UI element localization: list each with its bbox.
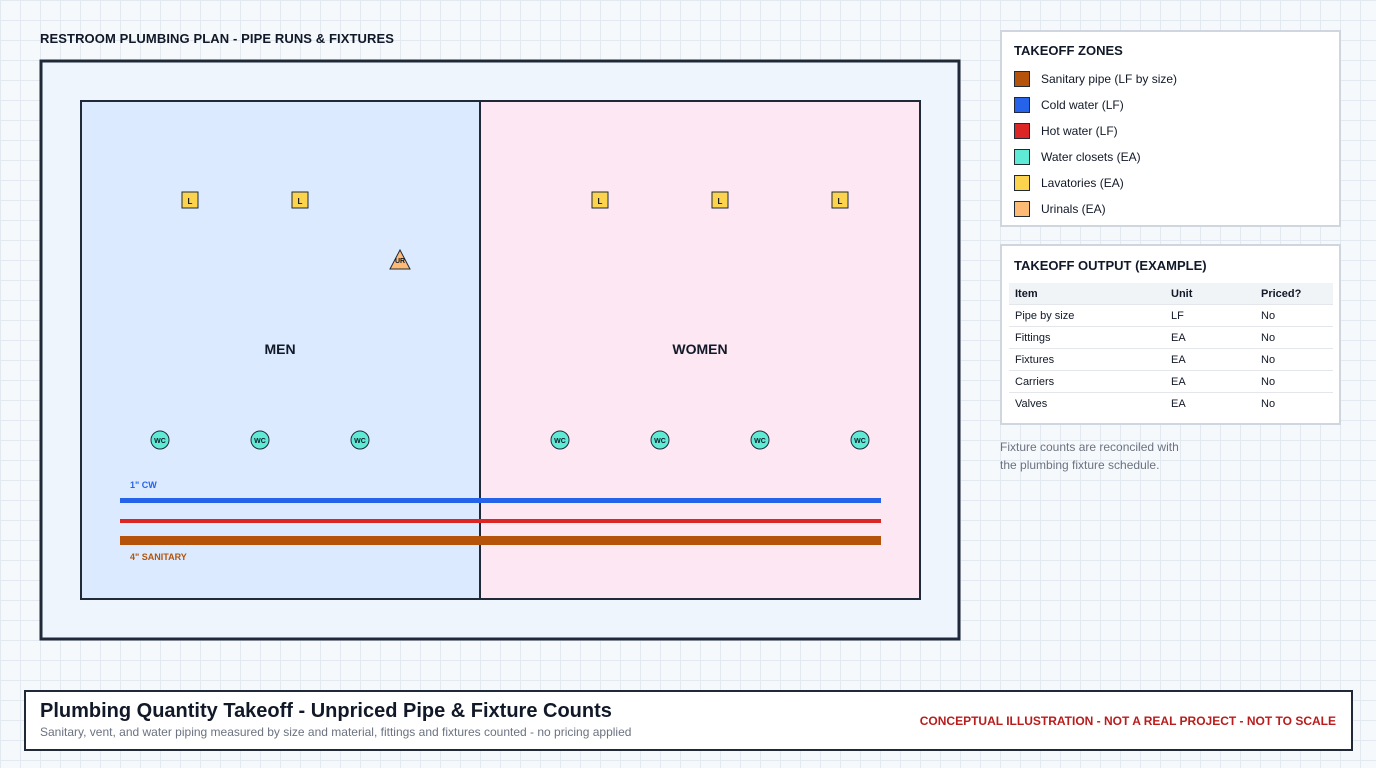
sanitary-pipe — [120, 536, 881, 545]
table-cell: EA — [1165, 370, 1255, 393]
table-cell: Fixtures — [1009, 348, 1165, 371]
room-women — [479, 100, 921, 600]
table-cell: No — [1255, 392, 1333, 414]
lavatory-fixture: L — [831, 191, 849, 209]
lavatory-label: L — [598, 197, 603, 206]
water-closet-fixture: WC — [250, 430, 270, 450]
urinal-fixture: UR — [389, 248, 411, 270]
table-cell: No — [1255, 348, 1333, 371]
table-row: Valves EA No — [1009, 392, 1333, 414]
lavatory-label: L — [718, 197, 723, 206]
water-closet-label: WC — [554, 438, 566, 445]
legend-item-lavatories: Lavatories (EA) — [1014, 174, 1124, 192]
hot-water-pipe — [120, 519, 881, 523]
table-header: Priced? — [1255, 283, 1333, 305]
legend-label: Sanitary pipe (LF by size) — [1041, 72, 1178, 86]
lavatory-label: L — [298, 197, 303, 206]
table-cell: No — [1255, 370, 1333, 393]
legend-panel: TAKEOFF ZONES Sanitary pipe (LF by size)… — [1000, 30, 1341, 227]
legend-item-cold-water: Cold water (LF) — [1014, 96, 1124, 114]
takeoff-output-panel: TAKEOFF OUTPUT (EXAMPLE) Item Unit Price… — [1000, 244, 1341, 425]
legend-item-sanitary: Sanitary pipe (LF by size) — [1014, 70, 1177, 88]
sanitary-pipe-label: 4" SANITARY — [130, 552, 187, 562]
footer-warning: CONCEPTUAL ILLUSTRATION - NOT A REAL PRO… — [919, 714, 1336, 728]
legend-item-hot-water: Hot water (LF) — [1014, 122, 1118, 140]
lavatory-fixture: L — [591, 191, 609, 209]
water-closet-label: WC — [754, 438, 766, 445]
legend-title: TAKEOFF ZONES — [1014, 43, 1123, 58]
lavatory-label: L — [188, 197, 193, 206]
note-line-2: the plumbing fixture schedule. — [1000, 458, 1160, 472]
table-cell: Pipe by size — [1009, 304, 1165, 327]
footer-title: Plumbing Quantity Takeoff - Unpriced Pip… — [40, 700, 612, 722]
legend-label: Lavatories (EA) — [1041, 176, 1124, 190]
table-cell: EA — [1165, 392, 1255, 414]
room-label-women: WOMEN — [672, 341, 727, 357]
room-label-men: MEN — [264, 341, 295, 357]
water-closet-fixture: WC — [150, 430, 170, 450]
table-header-row: Item Unit Priced? — [1009, 283, 1333, 305]
table-cell: EA — [1165, 348, 1255, 371]
cold-water-pipe-label: 1" CW — [130, 480, 157, 490]
water-closet-label: WC — [654, 438, 666, 445]
footer-subtitle: Sanitary, vent, and water piping measure… — [40, 725, 632, 739]
legend-item-urinals: Urinals (EA) — [1014, 200, 1106, 218]
lavatory-label: L — [838, 197, 843, 206]
table-row: Pipe by size LF No — [1009, 304, 1333, 327]
table-cell: No — [1255, 326, 1333, 349]
water-closet-label: WC — [354, 438, 366, 445]
room-men — [80, 100, 481, 600]
water-closet-label: WC — [854, 438, 866, 445]
table-header: Item — [1009, 283, 1165, 305]
urinal-label: UR — [395, 258, 405, 265]
table-cell: LF — [1165, 304, 1255, 327]
cold-water-pipe — [120, 498, 881, 503]
plan-title: RESTROOM PLUMBING PLAN - PIPE RUNS & FIX… — [40, 31, 395, 46]
table-cell: No — [1255, 304, 1333, 327]
legend-label: Water closets (EA) — [1041, 150, 1141, 164]
legend-swatch — [1014, 123, 1030, 139]
lavatory-fixture: L — [181, 191, 199, 209]
legend-item-water-closets: Water closets (EA) — [1014, 148, 1141, 166]
legend-swatch — [1014, 71, 1030, 87]
takeoff-output-title: TAKEOFF OUTPUT (EXAMPLE) — [1014, 258, 1207, 273]
table-cell: Fittings — [1009, 326, 1165, 349]
table-header: Unit — [1165, 283, 1255, 305]
legend-swatch — [1014, 149, 1030, 165]
table-row: Fittings EA No — [1009, 326, 1333, 349]
table-cell: Valves — [1009, 392, 1165, 414]
water-closet-fixture: WC — [850, 430, 870, 450]
legend-label: Cold water (LF) — [1041, 98, 1124, 112]
footer-banner: Plumbing Quantity Takeoff - Unpriced Pip… — [24, 690, 1353, 751]
table-row: Fixtures EA No — [1009, 348, 1333, 371]
table-cell: Carriers — [1009, 370, 1165, 393]
water-closet-fixture: WC — [750, 430, 770, 450]
table-cell: EA — [1165, 326, 1255, 349]
water-closet-label: WC — [154, 438, 166, 445]
legend-swatch — [1014, 175, 1030, 191]
legend-label: Urinals (EA) — [1041, 202, 1106, 216]
water-closet-fixture: WC — [350, 430, 370, 450]
water-closet-fixture: WC — [550, 430, 570, 450]
note-line-1: Fixture counts are reconciled with — [1000, 440, 1179, 454]
water-closet-fixture: WC — [650, 430, 670, 450]
lavatory-fixture: L — [711, 191, 729, 209]
legend-swatch — [1014, 97, 1030, 113]
takeoff-table: Item Unit Priced? Pipe by size LF No Fit… — [1009, 283, 1333, 414]
lavatory-fixture: L — [291, 191, 309, 209]
legend-swatch — [1014, 201, 1030, 217]
water-closet-label: WC — [254, 438, 266, 445]
legend-label: Hot water (LF) — [1041, 124, 1118, 138]
table-row: Carriers EA No — [1009, 370, 1333, 393]
